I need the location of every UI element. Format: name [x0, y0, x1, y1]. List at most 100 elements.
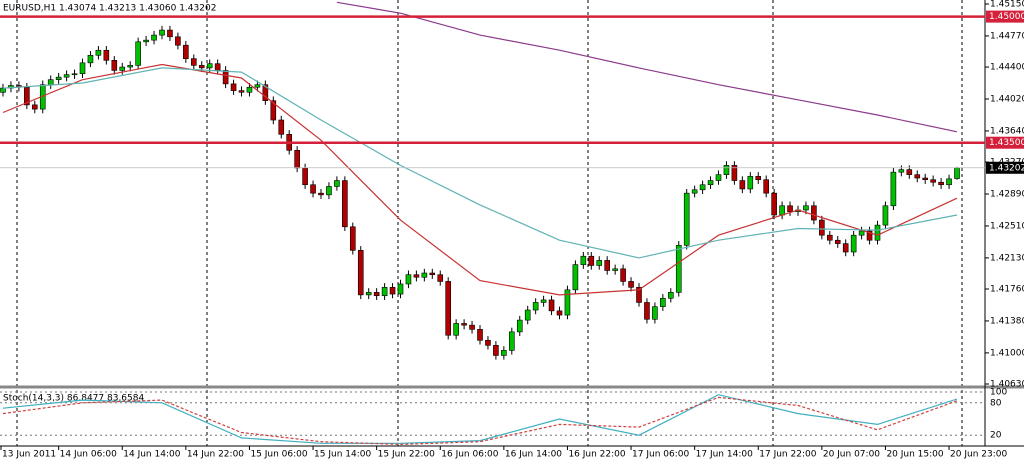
- candle-body: [842, 243, 849, 253]
- candle-body: [437, 274, 444, 282]
- candle-body: [493, 345, 499, 356]
- indicator-line: [2, 63, 958, 296]
- x-tick-label: 15 Jun 06:00: [250, 450, 307, 460]
- x-tick-label: 14 Jun 22:00: [187, 450, 244, 460]
- candle-body: [826, 234, 833, 241]
- candle-body: [79, 62, 86, 75]
- x-tick-label: 16 Jun 22:00: [568, 450, 625, 460]
- candle-body: [588, 255, 595, 266]
- candle-body: [532, 302, 539, 311]
- candle-body: [310, 184, 316, 194]
- candle-body: [135, 41, 141, 66]
- last-price-label: 1.43202: [989, 163, 1024, 173]
- candle-body: [373, 292, 380, 297]
- candle-body: [834, 239, 841, 244]
- candle-body: [946, 178, 952, 186]
- x-tick-label: 20 Jun 15:00: [886, 450, 943, 460]
- candle-body: [445, 281, 452, 336]
- candle-body: [866, 230, 873, 241]
- candle-body: [620, 268, 626, 282]
- candle-body: [715, 174, 722, 181]
- indicator-line: [2, 394, 958, 444]
- candle-body: [612, 268, 618, 271]
- candle-body: [501, 350, 507, 356]
- candle-body: [556, 310, 563, 316]
- candle-body: [143, 39, 149, 43]
- candle-body: [477, 329, 483, 341]
- candle-body: [540, 299, 547, 303]
- candle-body: [294, 149, 300, 169]
- candle-body: [159, 29, 165, 36]
- candle-body: [882, 205, 889, 226]
- candle-body: [453, 323, 459, 336]
- last-price-tag: [986, 161, 1024, 174]
- indicator-line: [336, 1, 958, 133]
- candle-body: [349, 226, 356, 251]
- candle-body: [278, 119, 285, 135]
- y-tick-label: 1.44020: [990, 95, 1024, 105]
- candle-body: [675, 244, 682, 293]
- candle-body: [63, 74, 70, 78]
- y-tick-label: 1.44400: [990, 63, 1024, 73]
- candle-body: [803, 205, 809, 211]
- candle-body: [389, 287, 396, 295]
- candle-body: [628, 281, 634, 288]
- candle-body: [326, 186, 332, 196]
- candle-body: [763, 179, 770, 194]
- y-tick-label: 1.42510: [990, 221, 1024, 231]
- candle-body: [397, 283, 404, 295]
- x-tick-label: 17 Jun 22:00: [759, 450, 816, 460]
- candle-body: [357, 250, 364, 296]
- candle-body: [127, 65, 133, 68]
- candle-body: [691, 189, 698, 194]
- candle-body: [206, 63, 213, 69]
- candle-body: [461, 323, 467, 326]
- candle-body: [890, 171, 897, 207]
- y-tick-label: 1.41000: [990, 348, 1024, 358]
- candle-body: [485, 339, 491, 346]
- candle-body: [318, 192, 324, 196]
- candle-body: [755, 176, 762, 181]
- x-tick-label: 20 Jun 07:00: [823, 450, 880, 460]
- x-tick-label: 17 Jun 14:00: [696, 450, 753, 460]
- candle-body: [111, 60, 118, 71]
- candle-body: [55, 76, 62, 80]
- candle-body: [95, 49, 102, 56]
- candle-body: [262, 84, 269, 101]
- x-tick-label: 14 Jun 14:00: [123, 450, 180, 460]
- candle-body: [270, 100, 277, 121]
- plot-area: [0, 1, 960, 360]
- level-tag: [986, 136, 1024, 149]
- candle-body: [214, 63, 221, 71]
- candle-body: [342, 180, 348, 228]
- indicator-line: [2, 67, 958, 259]
- candle-body: [572, 264, 579, 291]
- candle-body: [636, 287, 642, 303]
- y-tick-label: 1.42130: [990, 253, 1024, 263]
- candle-body: [683, 192, 690, 246]
- candle-body: [874, 224, 881, 241]
- y-tick-label: 1.45150: [990, 0, 1024, 10]
- candle-body: [723, 165, 730, 175]
- candle-body: [230, 83, 237, 91]
- candle-body: [516, 319, 523, 333]
- candle-body: [87, 54, 94, 64]
- candle-body: [787, 205, 793, 212]
- x-tick-label: 15 Jun 22:00: [378, 450, 435, 460]
- level-label: 1.43500: [989, 138, 1024, 148]
- y-tick-label: 1.41380: [990, 316, 1024, 326]
- x-tick-label: 20 Jun 23:00: [950, 450, 1007, 460]
- candle-body: [24, 86, 30, 106]
- candle-body: [954, 167, 960, 179]
- day-separators: [16, 0, 963, 446]
- x-tick-label: 17 Jun 06:00: [632, 450, 689, 460]
- x-tick-label: 16 Jun 14:00: [505, 450, 562, 460]
- candle-body: [238, 90, 245, 93]
- candle-body: [405, 274, 412, 285]
- candle-body: [898, 169, 905, 173]
- candle-body: [119, 66, 126, 71]
- candle-body: [906, 169, 913, 175]
- candle-body: [652, 306, 658, 320]
- candle-body: [31, 104, 38, 110]
